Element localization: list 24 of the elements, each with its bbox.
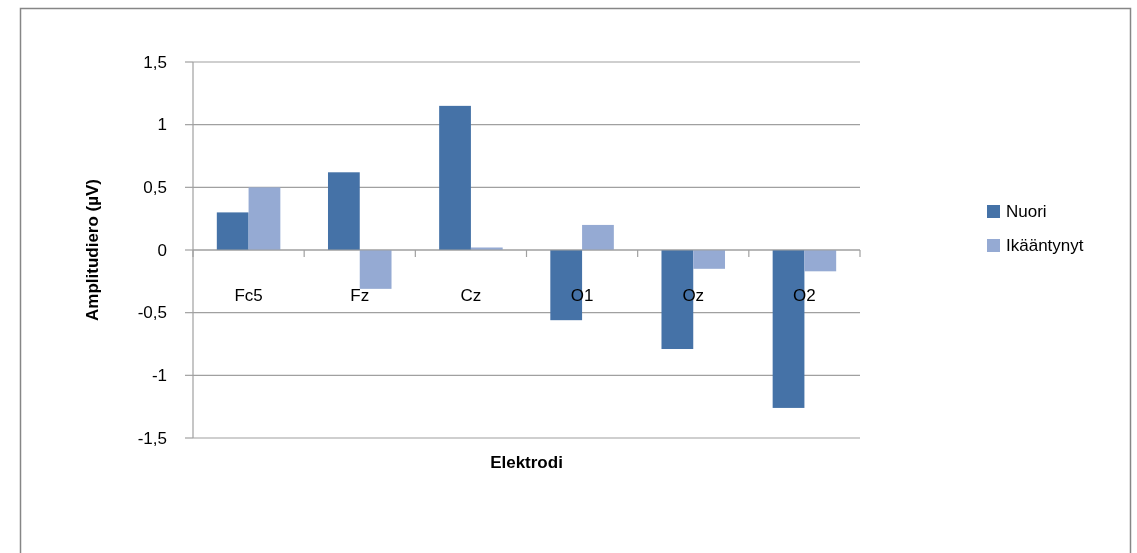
x-axis-title: Elektrodi (490, 452, 563, 472)
y-axis-title: Amplitudiero (µV) (82, 178, 102, 322)
bar (248, 187, 281, 250)
bar (804, 250, 837, 272)
x-tick-label: O1 (570, 285, 594, 305)
bar (327, 172, 360, 250)
bar (439, 105, 471, 250)
legend-label: Nuori (1006, 201, 1047, 221)
x-tick-label: Fz (350, 285, 370, 305)
bar (359, 250, 392, 289)
y-tick-label: -0,5 (137, 303, 167, 323)
y-tick-label: 0,5 (143, 177, 167, 197)
y-tick-label: 1 (157, 115, 167, 135)
legend-label: Ikääntynyt (1006, 235, 1084, 255)
y-tick-label: -1 (151, 365, 167, 385)
bar (582, 224, 614, 250)
x-tick-label: O2 (793, 285, 816, 305)
y-tick-label: 1,5 (143, 52, 167, 72)
bar (693, 250, 726, 269)
y-tick-label: -1,5 (137, 428, 167, 448)
bar (216, 212, 249, 250)
y-tick-label: 0 (157, 240, 167, 260)
x-tick-label: Fc5 (234, 285, 263, 305)
x-tick-label: Cz (460, 285, 482, 305)
